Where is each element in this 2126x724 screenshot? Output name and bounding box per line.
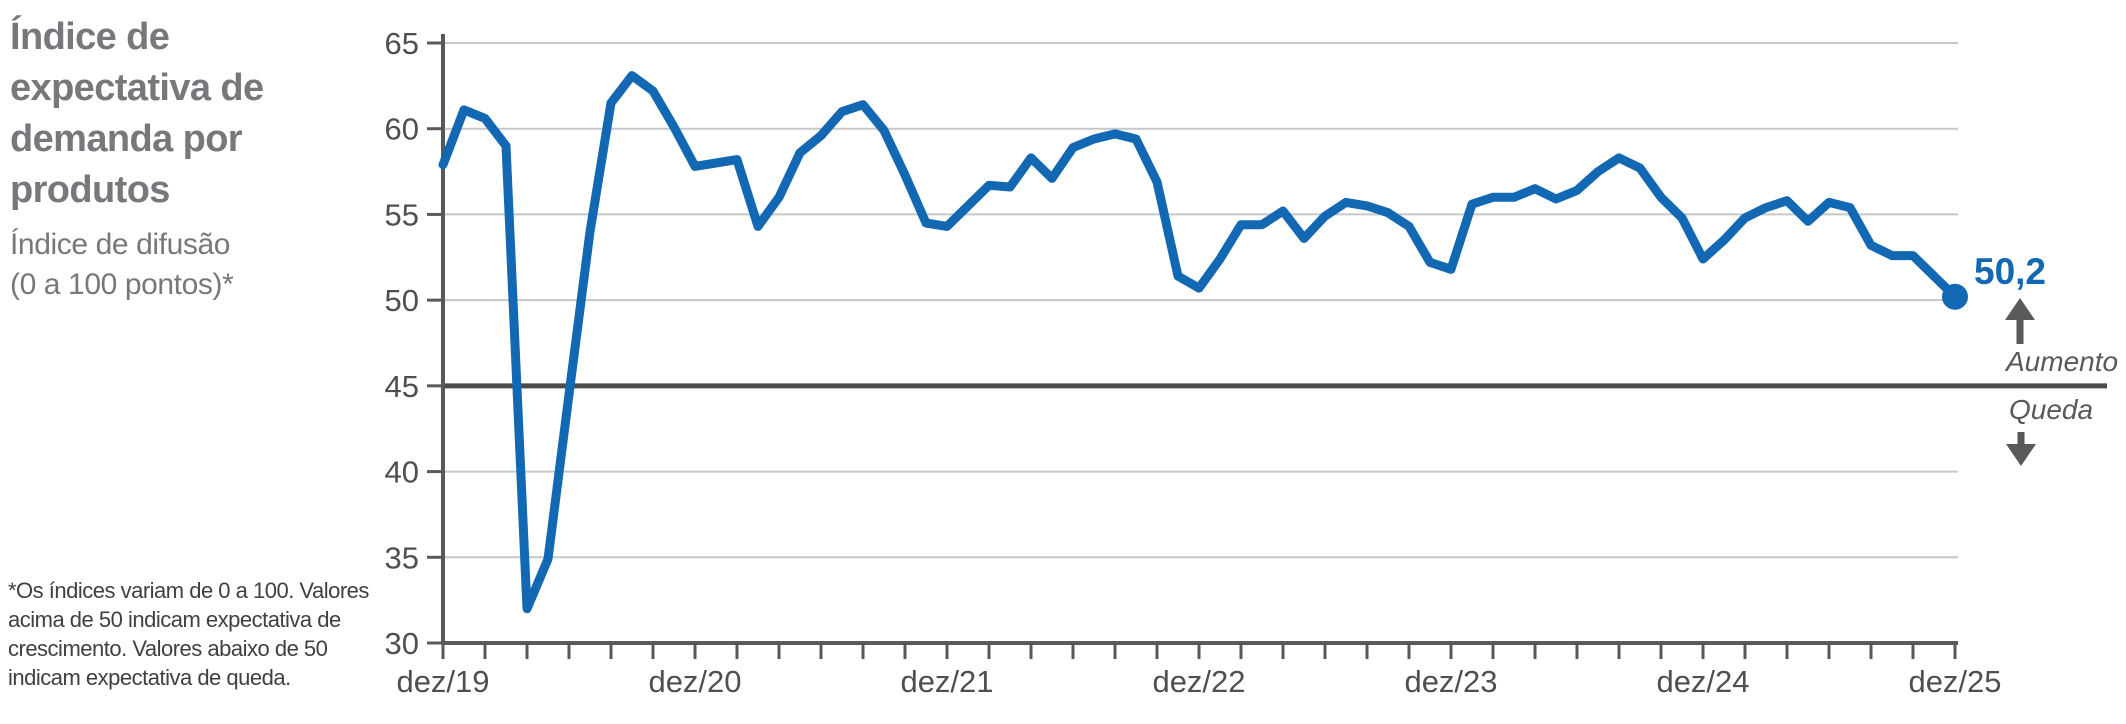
y-tick-label: 45 <box>385 369 419 404</box>
chart-title: Índice de expectativa de demanda por produt… <box>10 12 340 216</box>
increase-annotation: Aumento <box>2004 298 2118 377</box>
footnote-line: *Os índices variam de 0 a 100. Valores <box>8 578 369 603</box>
chart-header: Índice de expectativa de demanda por produt… <box>10 12 340 305</box>
series-line <box>438 71 1960 614</box>
x-tick-label: dez/25 <box>1908 664 2001 699</box>
footnote-line: acima de 50 indicam expectativa de <box>8 607 341 632</box>
y-tick-label: 65 <box>385 26 419 61</box>
x-tick-label: dez/19 <box>396 664 489 699</box>
x-axis-labels: dez/19 dez/20 dez/21 dez/22 dez/23 dez/24 dez/… <box>396 664 2001 699</box>
chart-title-line: Índice de <box>10 16 170 58</box>
chart-title-line: demanda por <box>10 118 243 160</box>
y-axis-labels: 65 60 55 50 45 40 35 30 <box>385 26 419 661</box>
decrease-label: Queda <box>2009 394 2093 425</box>
decrease-annotation: Queda <box>2006 394 2093 466</box>
chart-title-line: expectativa de <box>10 67 264 109</box>
x-axis <box>441 641 1958 659</box>
increase-label: Aumento <box>2004 346 2118 377</box>
y-tick-label: 30 <box>385 626 419 661</box>
last-value-label: 50,2 <box>1974 251 2046 292</box>
chart-subtitle: Índice de difusão (0 a 100 pontos)* <box>10 225 340 305</box>
x-tick-label: dez/22 <box>1152 664 1245 699</box>
y-tick-label: 35 <box>385 540 419 575</box>
y-tick-label: 40 <box>385 455 419 490</box>
footnote-line: indicam expectativa de queda. <box>8 665 291 690</box>
x-tick-label: dez/23 <box>1404 664 1497 699</box>
y-tick-label: 60 <box>385 112 419 147</box>
y-tick-label: 50 <box>385 283 419 318</box>
arrow-up-icon <box>2005 298 2035 344</box>
chart-title-line: produtos <box>10 169 170 211</box>
chart-subtitle-line: Índice de difusão <box>10 228 231 261</box>
last-point-marker <box>1942 283 1968 310</box>
x-tick-label: dez/24 <box>1656 664 1749 699</box>
footnote-line: crescimento. Valores abaixo de 50 <box>8 636 328 661</box>
x-tick-label: dez/21 <box>900 664 993 699</box>
x-tick-label: dez/20 <box>648 664 741 699</box>
y-axis <box>427 34 445 645</box>
arrow-down-icon <box>2006 432 2036 466</box>
footnote: *Os índices variam de 0 a 100. Valores ac… <box>8 576 369 692</box>
chart-subtitle-line: (0 a 100 pontos)* <box>10 268 234 301</box>
y-gridlines <box>443 42 1958 559</box>
y-tick-label: 55 <box>385 197 419 232</box>
